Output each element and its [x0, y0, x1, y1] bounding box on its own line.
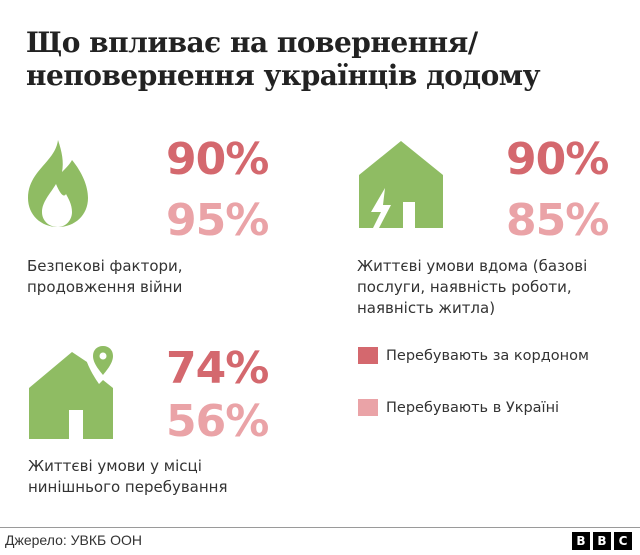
factor-2-label: Життєві умови вдома (базові послуги, ная…: [357, 256, 587, 319]
factor-1-abroad-pct: 90%: [166, 134, 269, 185]
bbc-logo-block-2: B: [593, 532, 611, 550]
title-line-2: неповернення українців додому: [26, 59, 541, 92]
factor-1-ukraine-pct: 95%: [166, 195, 269, 246]
legend-label-ukraine: Перебувають в Україні: [386, 399, 560, 416]
footer-divider: [0, 527, 640, 528]
factor-3-ukraine-pct: 56%: [166, 396, 269, 447]
legend-label-abroad: Перебувають за кордоном: [386, 347, 589, 364]
legend-swatch-abroad: [358, 347, 378, 364]
factor-1-label-line-2: продовження війни: [27, 278, 183, 296]
title-line-1: Що впливає на повернення/: [26, 26, 478, 59]
fire-icon: [26, 138, 90, 228]
factor-1-label-line-1: Безпекові фактори,: [27, 257, 183, 275]
legend-item-ukraine: Перебувають в Україні: [358, 399, 559, 416]
factor-3-abroad-pct: 74%: [166, 343, 269, 394]
bbc-logo-block-1: B: [572, 532, 590, 550]
bbc-logo: B B C: [572, 532, 632, 550]
source-text: Джерело: УВКБ ООН: [5, 532, 142, 548]
factor-3-label-line-2: нинішнього перебування: [28, 478, 228, 496]
factor-3-label-line-1: Життєві умови у місці: [28, 457, 202, 475]
factor-2-label-line-1: Життєві умови вдома (базові: [357, 257, 588, 275]
factor-2-abroad-pct: 90%: [506, 134, 609, 185]
factor-2-ukraine-pct: 85%: [506, 195, 609, 246]
factor-2-label-line-3: наявність житла): [357, 299, 496, 317]
house-location-pin-icon: [27, 344, 119, 440]
legend-swatch-ukraine: [358, 399, 378, 416]
house-lightning-icon: [357, 139, 445, 229]
factor-1-label: Безпекові фактори, продовження війни: [27, 256, 183, 298]
bbc-logo-block-3: C: [614, 532, 632, 550]
factor-3-label: Життєві умови у місці нинішнього перебув…: [28, 456, 228, 498]
factor-2-label-line-2: послуги, наявність роботи,: [357, 278, 572, 296]
page-title: Що впливає на повернення/ неповернення у…: [26, 26, 626, 92]
legend-item-abroad: Перебувають за кордоном: [358, 347, 589, 364]
